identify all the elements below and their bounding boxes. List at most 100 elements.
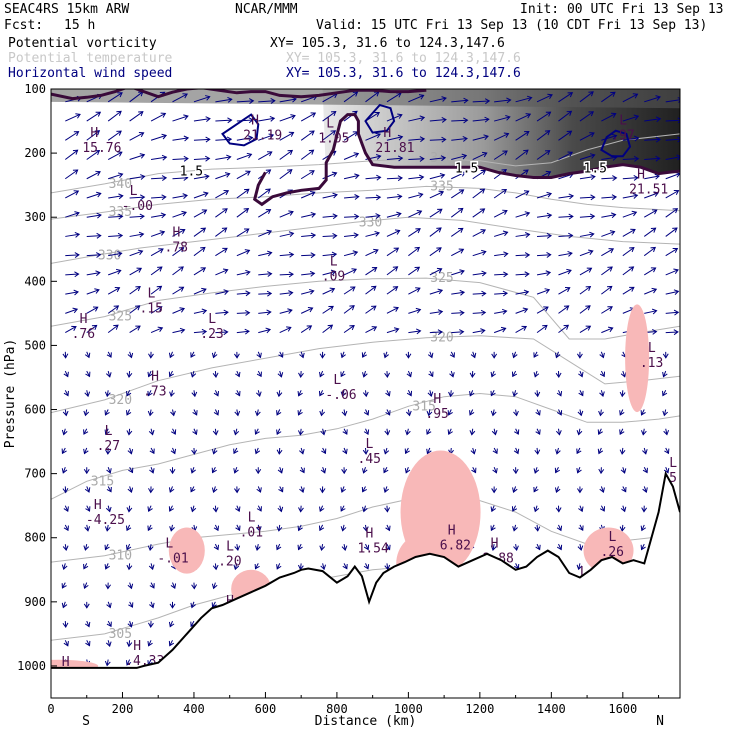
wind-arrow bbox=[279, 253, 294, 257]
wind-arrow-head bbox=[104, 660, 111, 667]
wind-arrow-head bbox=[406, 371, 412, 378]
wind-arrow-head bbox=[234, 545, 241, 551]
wind-arrow-head bbox=[576, 430, 583, 436]
wind-arrow-head bbox=[428, 371, 434, 378]
wind-arrow bbox=[105, 428, 109, 435]
wind-arrow bbox=[448, 428, 452, 435]
extremum-value-10: .76 bbox=[72, 327, 95, 342]
wind-arrow bbox=[300, 191, 315, 199]
wind-arrow-head bbox=[502, 230, 509, 237]
wind-arrow bbox=[279, 211, 294, 218]
wind-arrow-head bbox=[106, 468, 112, 474]
wind-arrow bbox=[429, 311, 443, 314]
wind-arrow bbox=[279, 326, 292, 334]
theta-label-315-0: 315 bbox=[91, 474, 114, 489]
wind-arrow-head bbox=[105, 584, 111, 590]
wind-arrow bbox=[129, 215, 145, 218]
wind-arrow-head bbox=[523, 190, 530, 196]
wind-arrow-head bbox=[492, 448, 498, 455]
wind-arrow bbox=[429, 97, 447, 103]
wind-arrow bbox=[642, 428, 645, 435]
wind-arrow bbox=[300, 486, 304, 493]
wind-arrow bbox=[533, 486, 538, 492]
wind-arrow bbox=[622, 177, 638, 180]
wind-arrow bbox=[343, 131, 358, 141]
wind-arrow-head bbox=[117, 172, 124, 179]
wind-arrow-head bbox=[269, 116, 276, 122]
wind-arrow bbox=[515, 544, 518, 551]
wind-arrow bbox=[558, 215, 573, 218]
wind-arrow-head bbox=[83, 468, 90, 475]
x-tick-label: 600 bbox=[255, 702, 277, 716]
wind-arrow-head bbox=[394, 229, 401, 235]
wind-arrow-head bbox=[140, 174, 146, 180]
extremum-type-21: L bbox=[165, 536, 173, 551]
wind-arrow bbox=[451, 291, 465, 295]
extremum-type-2: H bbox=[251, 113, 259, 128]
wind-arrow-head bbox=[118, 213, 124, 220]
wind-arrow bbox=[343, 174, 359, 180]
wind-arrow-head bbox=[415, 328, 422, 335]
wind-arrow bbox=[643, 267, 656, 276]
wind-arrow-head bbox=[544, 130, 551, 136]
wind-arrow-head bbox=[205, 136, 211, 143]
wind-arrow bbox=[494, 310, 507, 314]
wind-arrow bbox=[342, 524, 345, 531]
wind-arrow-head bbox=[361, 352, 367, 358]
wind-arrow-head bbox=[512, 391, 518, 397]
wind-arrow-head bbox=[663, 468, 670, 474]
wind-arrow bbox=[408, 158, 424, 161]
wind-arrow-head bbox=[640, 544, 646, 551]
wind-arrow bbox=[215, 227, 227, 237]
wind-arrow-head bbox=[321, 448, 327, 455]
wind-arrow-head bbox=[254, 563, 260, 570]
wind-arrow bbox=[65, 273, 79, 276]
wind-arrow-head bbox=[547, 93, 553, 100]
field-name-theta: Potential temperature bbox=[8, 51, 173, 66]
wind-arrow bbox=[386, 266, 398, 276]
wind-arrow bbox=[172, 247, 184, 257]
wind-arrow-head bbox=[126, 564, 133, 571]
wind-arrow bbox=[365, 524, 367, 531]
wind-arrow bbox=[408, 193, 423, 199]
wind-arrow bbox=[494, 292, 508, 295]
wind-arrow bbox=[491, 370, 495, 377]
wind-arrow bbox=[129, 196, 145, 199]
wind-arrow-head bbox=[256, 371, 262, 378]
wind-arrow-head bbox=[459, 309, 465, 316]
wind-arrow-head bbox=[267, 271, 273, 277]
wind-arrow bbox=[298, 524, 302, 531]
wind-arrow bbox=[601, 327, 613, 334]
wind-arrow-head bbox=[633, 155, 640, 162]
wind-arrow-head bbox=[63, 641, 69, 647]
wind-arrow bbox=[84, 582, 88, 589]
wind-arrow-head bbox=[436, 227, 442, 233]
y-tick-label: 800 bbox=[24, 531, 46, 545]
wind-arrow bbox=[429, 138, 446, 141]
wind-arrow bbox=[322, 288, 335, 295]
extremum-type-27: L bbox=[580, 565, 588, 580]
x-tick-label: 1400 bbox=[537, 702, 566, 716]
wind-arrow bbox=[105, 409, 109, 416]
extremum-value-6: 21.51 bbox=[629, 183, 668, 198]
wind-arrow-head bbox=[212, 372, 219, 378]
wind-arrow bbox=[234, 467, 238, 474]
wind-arrow-head bbox=[319, 488, 326, 494]
wind-arrow-head bbox=[309, 170, 315, 176]
wind-arrow-head bbox=[183, 155, 189, 162]
extremum-type-12: H bbox=[151, 370, 159, 385]
wind-arrow bbox=[644, 288, 657, 295]
wind-arrow bbox=[343, 153, 359, 160]
wind-arrow-head bbox=[179, 307, 185, 313]
wind-arrow bbox=[472, 135, 489, 141]
wind-arrow bbox=[472, 272, 486, 276]
wind-arrow bbox=[343, 91, 358, 103]
wind-arrow bbox=[622, 137, 639, 141]
wind-arrow bbox=[107, 351, 112, 358]
wind-arrow bbox=[579, 233, 594, 237]
wind-arrow bbox=[515, 254, 530, 257]
wind-arrow-head bbox=[96, 232, 102, 239]
wind-arrow bbox=[343, 428, 348, 435]
wind-arrow-head bbox=[234, 488, 240, 494]
